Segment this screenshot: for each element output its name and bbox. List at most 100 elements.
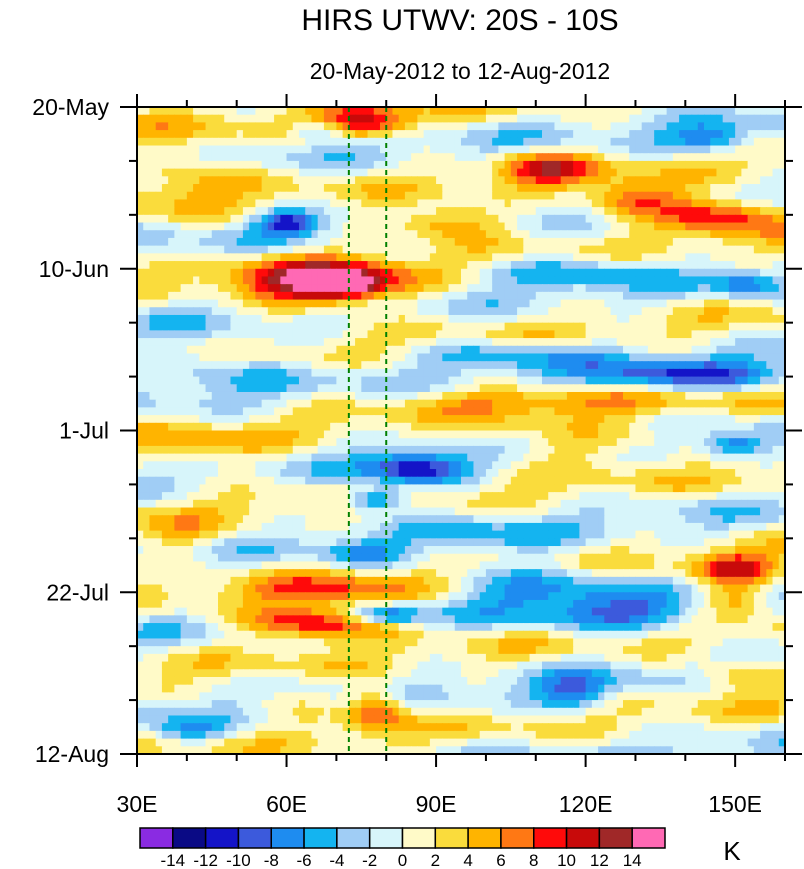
heatmap-cell bbox=[367, 230, 375, 239]
heatmap-cell bbox=[517, 384, 524, 393]
heatmap-cell bbox=[697, 199, 705, 208]
heatmap-cell bbox=[716, 253, 724, 262]
heatmap-cell bbox=[735, 284, 742, 293]
heatmap-cell bbox=[573, 168, 580, 177]
heatmap-cell bbox=[168, 284, 175, 293]
heatmap-cell bbox=[323, 130, 331, 139]
heatmap-cell bbox=[330, 145, 337, 154]
heatmap-cell bbox=[392, 145, 400, 154]
heatmap-cell bbox=[479, 376, 487, 385]
heatmap-cell bbox=[641, 222, 649, 231]
heatmap-cell bbox=[423, 368, 431, 378]
heatmap-cell bbox=[560, 445, 568, 455]
heatmap-cell bbox=[479, 345, 487, 355]
heatmap-cell bbox=[174, 184, 182, 193]
heatmap-cell bbox=[610, 345, 618, 355]
heatmap-cell bbox=[473, 299, 481, 308]
heatmap-cell bbox=[398, 291, 406, 301]
heatmap-cell bbox=[155, 438, 163, 447]
heatmap-cell bbox=[760, 438, 767, 447]
heatmap-cell bbox=[579, 314, 587, 324]
heatmap-cell bbox=[560, 461, 568, 470]
heatmap-cell bbox=[442, 253, 450, 262]
heatmap-cell bbox=[728, 145, 736, 154]
heatmap-cell bbox=[280, 330, 288, 339]
heatmap-cell bbox=[143, 399, 151, 408]
heatmap-cell bbox=[149, 430, 157, 439]
heatmap-cell bbox=[211, 184, 219, 193]
heatmap-cell bbox=[772, 399, 780, 408]
heatmap-cell bbox=[336, 268, 344, 278]
heatmap-cell bbox=[361, 184, 369, 193]
heatmap-cell bbox=[623, 284, 630, 293]
heatmap-cell bbox=[741, 145, 749, 154]
heatmap-cell bbox=[610, 153, 618, 162]
heatmap-cell bbox=[492, 384, 499, 393]
heatmap-cell bbox=[174, 299, 182, 308]
heatmap-cell bbox=[753, 314, 761, 324]
heatmap-cell bbox=[149, 107, 157, 116]
heatmap-cell bbox=[766, 107, 774, 116]
heatmap-cell bbox=[193, 160, 200, 170]
heatmap-cell bbox=[174, 307, 182, 316]
heatmap-cell bbox=[392, 430, 400, 439]
heatmap-cell bbox=[186, 214, 194, 224]
heatmap-cell bbox=[728, 345, 736, 355]
heatmap-cell bbox=[286, 407, 294, 416]
heatmap-cell bbox=[386, 461, 394, 470]
heatmap-cell bbox=[224, 291, 232, 301]
heatmap-cell bbox=[585, 191, 593, 201]
heatmap-cell bbox=[199, 291, 207, 301]
heatmap-cell bbox=[510, 453, 518, 462]
heatmap-cell bbox=[448, 353, 456, 362]
heatmap-cell bbox=[697, 445, 705, 455]
heatmap-cell bbox=[442, 191, 450, 201]
heatmap-cell bbox=[199, 245, 207, 254]
heatmap-cell bbox=[274, 291, 281, 301]
heatmap-cell bbox=[498, 422, 506, 432]
heatmap-cell bbox=[529, 145, 537, 154]
heatmap-cell bbox=[485, 299, 493, 308]
heatmap-cell bbox=[753, 461, 761, 470]
heatmap-cell bbox=[230, 399, 238, 408]
heatmap-cell bbox=[386, 261, 394, 270]
heatmap-cell bbox=[629, 338, 637, 347]
heatmap-cell bbox=[498, 199, 506, 208]
heatmap-cell bbox=[529, 461, 537, 470]
heatmap-cell bbox=[654, 445, 661, 455]
heatmap-cell bbox=[323, 291, 331, 301]
heatmap-cell bbox=[716, 438, 724, 447]
heatmap-cell bbox=[255, 322, 263, 331]
heatmap-cell bbox=[554, 299, 562, 308]
heatmap-cell bbox=[342, 122, 350, 131]
heatmap-cell bbox=[766, 399, 774, 408]
heatmap-cell bbox=[199, 153, 207, 162]
heatmap-cell bbox=[498, 222, 506, 231]
heatmap-cell bbox=[510, 184, 518, 193]
heatmap-cell bbox=[579, 407, 587, 416]
heatmap-cell bbox=[554, 114, 562, 123]
heatmap-cell bbox=[760, 322, 767, 331]
heatmap-cell bbox=[155, 230, 163, 239]
heatmap-cell bbox=[467, 353, 475, 362]
heatmap-cell bbox=[161, 184, 169, 193]
heatmap-cell bbox=[161, 230, 169, 239]
heatmap-cell bbox=[647, 469, 655, 478]
heatmap-cell bbox=[261, 338, 269, 347]
heatmap-cell bbox=[635, 160, 643, 170]
heatmap-cell bbox=[504, 130, 512, 139]
heatmap-cell bbox=[317, 422, 325, 432]
heatmap-cell bbox=[230, 207, 238, 216]
heatmap-cell bbox=[560, 338, 568, 347]
heatmap-cell bbox=[473, 438, 481, 447]
heatmap-cell bbox=[367, 453, 375, 462]
heatmap-cell bbox=[635, 222, 643, 231]
heatmap-cell bbox=[361, 114, 369, 123]
heatmap-cell bbox=[448, 469, 456, 478]
heatmap-cell bbox=[323, 245, 331, 254]
heatmap-cell bbox=[728, 130, 736, 139]
heatmap-cell bbox=[591, 376, 599, 385]
heatmap-cell bbox=[485, 322, 493, 331]
heatmap-cell bbox=[598, 407, 605, 416]
heatmap-cell bbox=[461, 391, 468, 401]
